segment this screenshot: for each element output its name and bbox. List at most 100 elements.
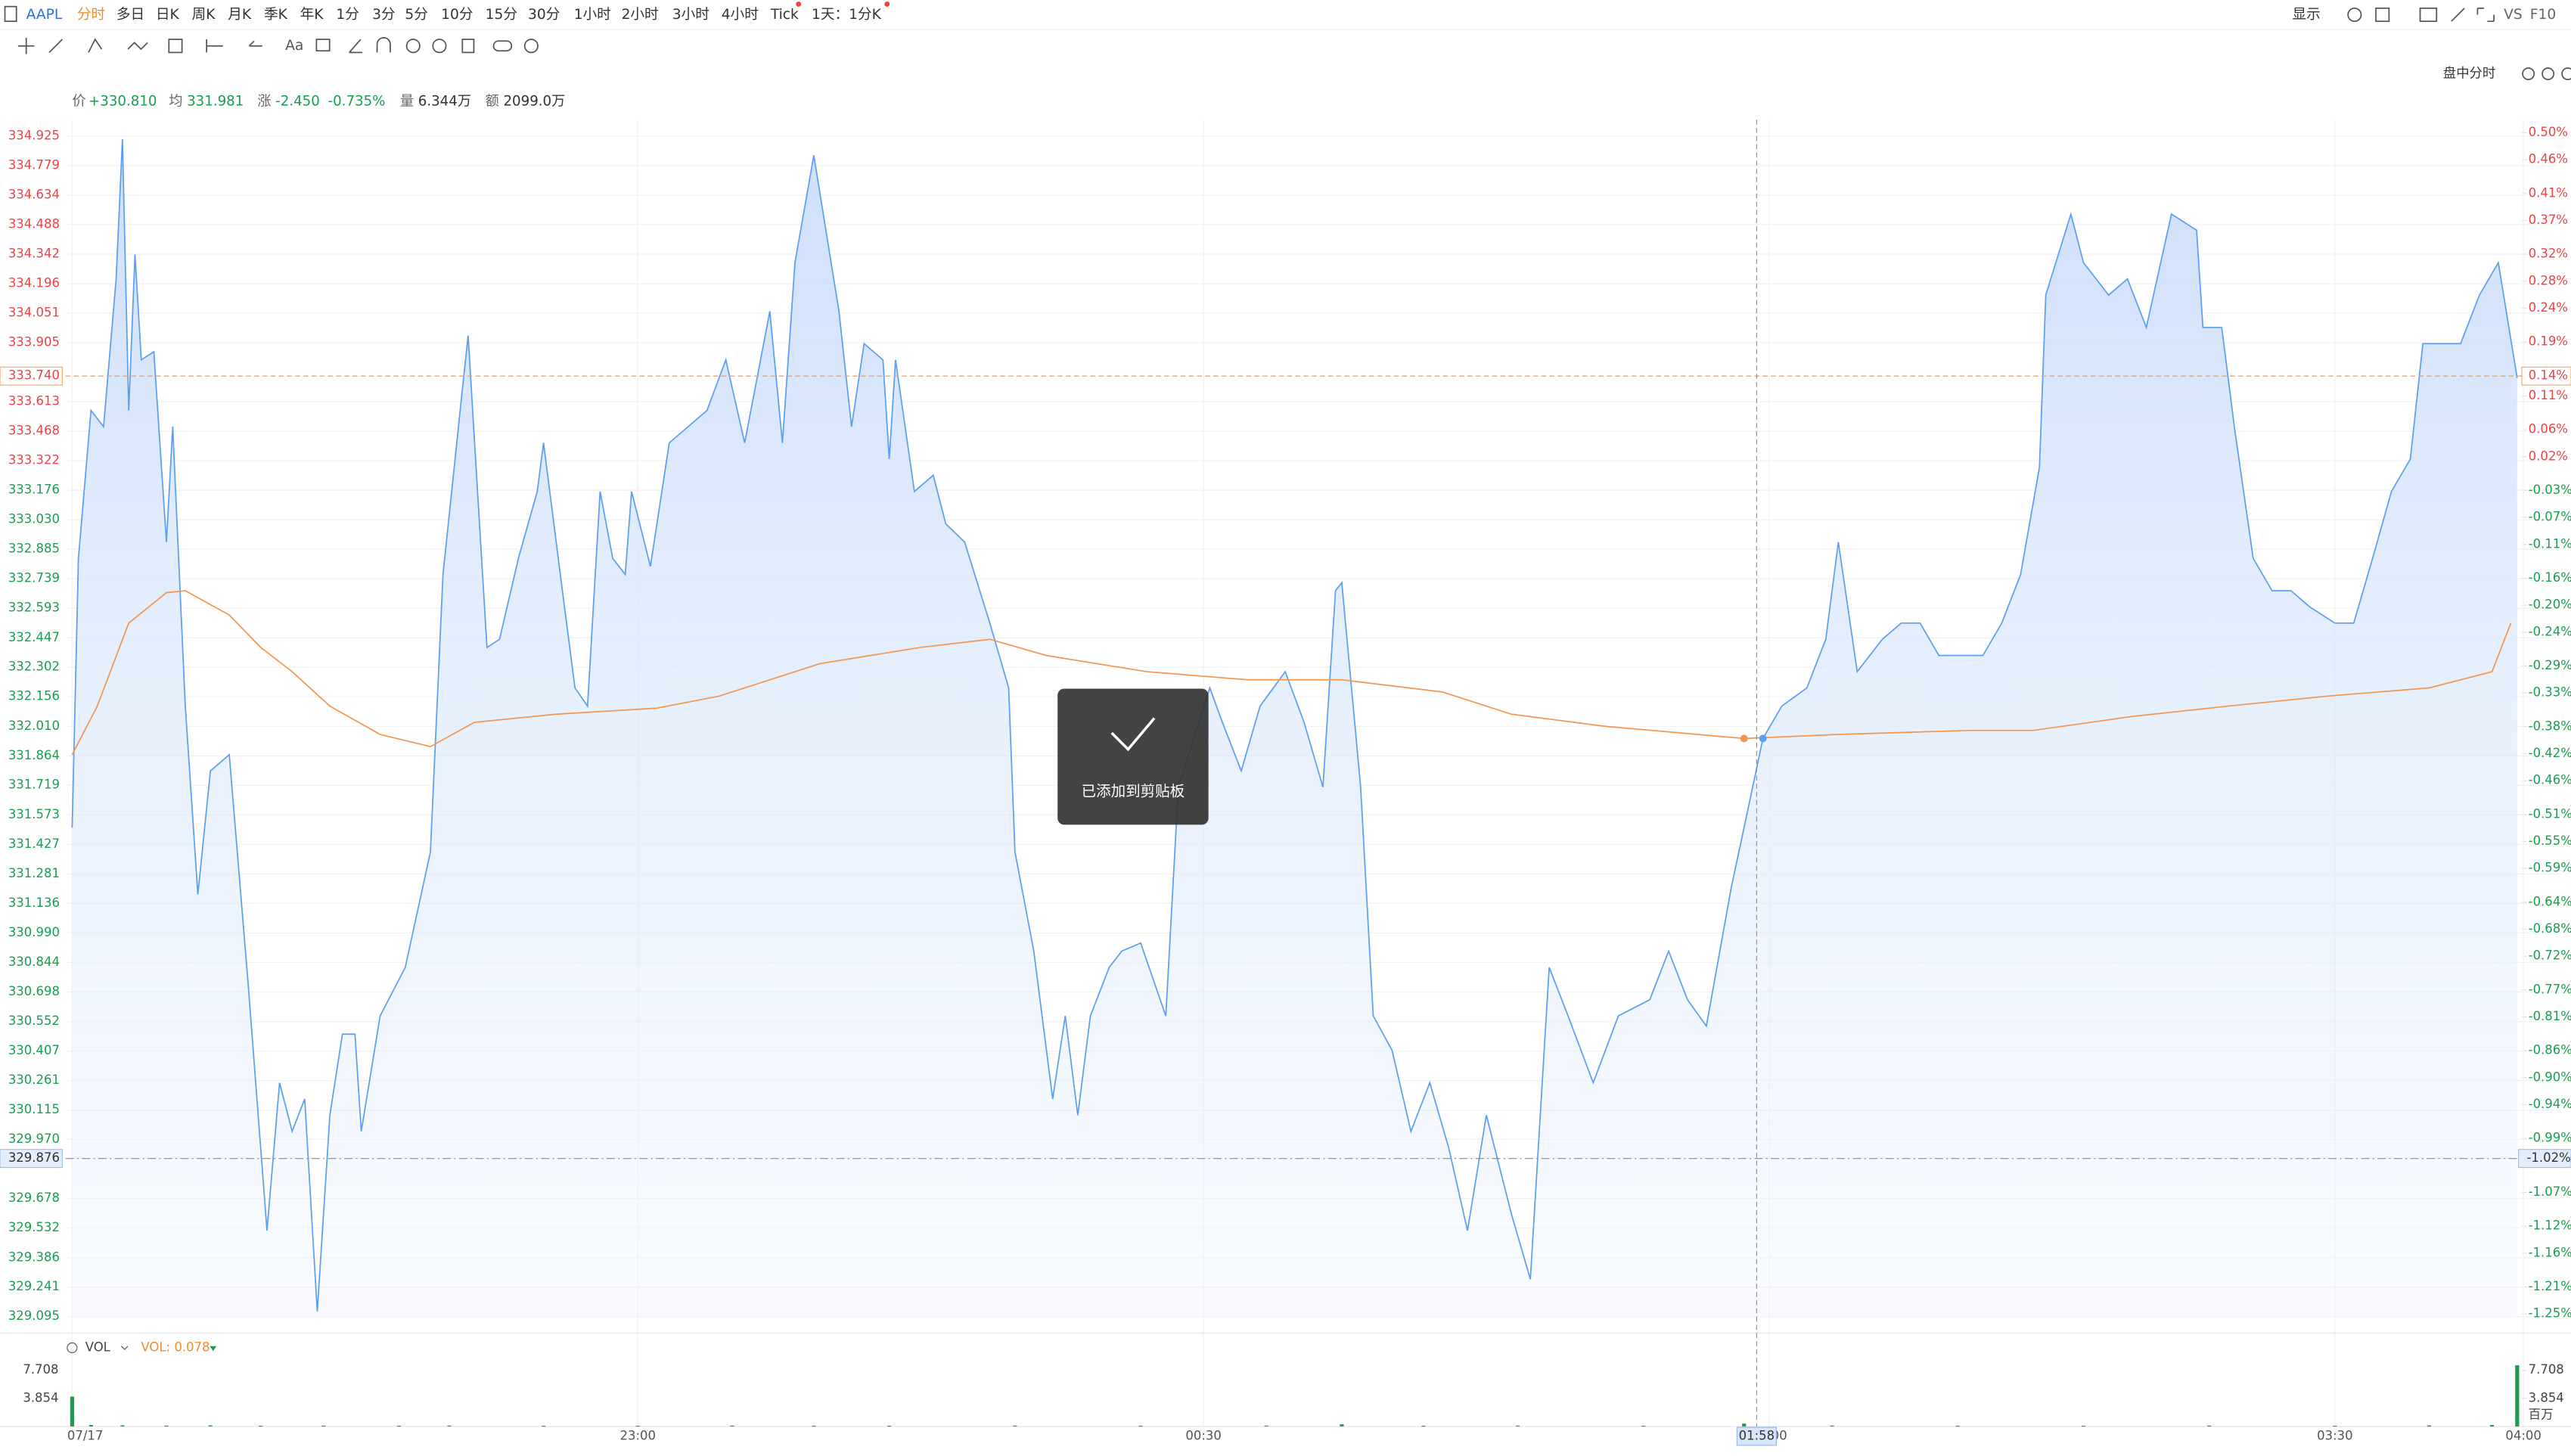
period-tab[interactable]: 3分: [372, 7, 395, 23]
magnet-tool[interactable]: [376, 36, 391, 53]
fullscreen-icon[interactable]: [2476, 7, 2495, 23]
vol-bar: [1013, 1425, 1017, 1427]
y-tick-label: 329.241: [8, 1279, 60, 1293]
y-tick-label: 331.573: [8, 807, 60, 821]
period-tab[interactable]: 15分: [486, 7, 517, 23]
y2-tick-label: 0.50%: [2529, 125, 2568, 139]
y-tick-label: 329.095: [8, 1309, 60, 1323]
x-tick-label: 23:00: [620, 1428, 656, 1442]
note-tool[interactable]: [315, 39, 331, 52]
volume-label: 量: [400, 93, 414, 109]
link-tool[interactable]: [492, 40, 513, 52]
y2-tick-label: -0.72%: [2529, 948, 2571, 963]
y2-tick-label: 0.24%: [2529, 300, 2568, 315]
price: +330.810: [88, 93, 157, 109]
vol-tick-label: 7.708: [23, 1362, 58, 1377]
y2-tick-label: 0.28%: [2529, 273, 2568, 287]
y2-tick-label: -0.51%: [2529, 806, 2571, 821]
vol-menu-arrow[interactable]: [120, 1346, 129, 1351]
x-tick-label: 04:00: [2505, 1428, 2541, 1442]
y-tick-label: 331.864: [8, 748, 60, 762]
y2-tick-label: -0.81%: [2529, 1009, 2571, 1023]
symbol[interactable]: AAPL: [26, 7, 63, 23]
vol-close-icon[interactable]: [67, 1342, 78, 1354]
y-tick-label: 334.779: [8, 158, 60, 172]
vol-unit: 百万: [2529, 1407, 2554, 1421]
vol-legend: VOL: 0.078: [141, 1340, 210, 1354]
toast-text: 已添加到剪贴板: [1082, 783, 1185, 800]
vol-bar: [88, 1425, 93, 1427]
vs-button[interactable]: VS: [2504, 7, 2523, 23]
period-tab[interactable]: 月K: [228, 7, 252, 23]
period-tab[interactable]: 分时: [77, 7, 105, 23]
y-tick-label: 334.925: [8, 128, 60, 142]
y2-tick-label: 0.37%: [2529, 213, 2568, 227]
period-tab[interactable]: 1小时: [574, 7, 611, 23]
vol-bar: [447, 1425, 452, 1427]
toast-box: [1057, 688, 1209, 825]
period-tab[interactable]: 1天：1分K: [812, 7, 882, 23]
period-tab[interactable]: 5分: [405, 7, 427, 23]
display-menu[interactable]: 显示: [2292, 7, 2320, 23]
arrow-tool[interactable]: [248, 40, 262, 47]
y-tick-label: 334.634: [8, 187, 60, 201]
mode-label[interactable]: 盘中分时: [2443, 67, 2495, 82]
period-tab[interactable]: Tick: [770, 7, 799, 23]
hide-tool[interactable]: [432, 39, 447, 54]
y-tick-label: 333.176: [8, 483, 60, 497]
period-tab[interactable]: 30分: [528, 7, 560, 23]
reset-icon[interactable]: [2522, 67, 2535, 81]
layout-icon[interactable]: [2375, 7, 2390, 23]
y2-tick-label: -0.99%: [2529, 1131, 2571, 1145]
period-tab[interactable]: 周K: [192, 7, 216, 23]
y2-tick-label: -0.24%: [2529, 624, 2571, 638]
tool-settings[interactable]: [523, 39, 539, 54]
amount-label: 额: [486, 93, 499, 109]
period-tab[interactable]: 2小时: [622, 7, 659, 23]
y2-tick-label: -0.68%: [2529, 921, 2571, 936]
period-tab[interactable]: 季K: [264, 7, 288, 23]
period-tab[interactable]: 4小时: [722, 7, 759, 23]
y2-tick-label: -0.33%: [2529, 685, 2571, 700]
draw-icon[interactable]: [2451, 8, 2465, 22]
period-tab[interactable]: 3小时: [672, 7, 710, 23]
settings-icon[interactable]: [2347, 7, 2362, 23]
fib-tool[interactable]: [168, 39, 183, 54]
badge: [884, 1, 890, 7]
period-tab[interactable]: 1分: [336, 7, 359, 23]
vol-bar: [1138, 1426, 1143, 1427]
x-tick-label: 07/17: [67, 1428, 103, 1442]
measure-tool[interactable]: [206, 39, 223, 53]
polyline-tool[interactable]: [88, 38, 103, 53]
angle-tool[interactable]: [349, 39, 363, 54]
move-tool[interactable]: [17, 37, 35, 54]
y2-tick-label: -0.86%: [2529, 1043, 2571, 1057]
y-tick-label: 333.030: [8, 512, 60, 526]
period-tab[interactable]: 10分: [441, 7, 473, 23]
sidebar-icon[interactable]: [4, 5, 17, 23]
eye-tool[interactable]: [405, 39, 421, 54]
avg: 331.981: [187, 93, 244, 109]
zoom-in-icon[interactable]: [2561, 67, 2571, 81]
y-tick-label: 330.261: [8, 1073, 60, 1087]
wave-tool[interactable]: [127, 42, 148, 51]
period-tab[interactable]: 日K: [156, 7, 180, 23]
check-icon: [1110, 717, 1156, 752]
y2-tick-label: -0.90%: [2529, 1069, 2571, 1084]
y-tick-label: 333.613: [8, 394, 60, 408]
y2-tick-label: -0.64%: [2529, 894, 2571, 908]
y-tick-label: 334.342: [8, 247, 60, 261]
y2-tick-label: -0.55%: [2529, 834, 2571, 848]
delete-tool[interactable]: [461, 39, 475, 54]
y-tick-label: 333.468: [8, 423, 60, 437]
period-tab[interactable]: 年K: [300, 7, 324, 23]
y-tick-label: 330.552: [8, 1014, 60, 1028]
f10-button[interactable]: F10: [2530, 7, 2556, 23]
y2-tick-label: 0.46%: [2529, 152, 2568, 166]
zoom-out-icon[interactable]: [2542, 67, 2555, 81]
line-tool[interactable]: [48, 39, 63, 53]
y2-tick-label: -0.03%: [2529, 483, 2571, 497]
period-tab[interactable]: 多日: [116, 7, 144, 23]
camera-icon[interactable]: [2419, 7, 2438, 23]
text-tool[interactable]: Aa: [285, 38, 303, 54]
